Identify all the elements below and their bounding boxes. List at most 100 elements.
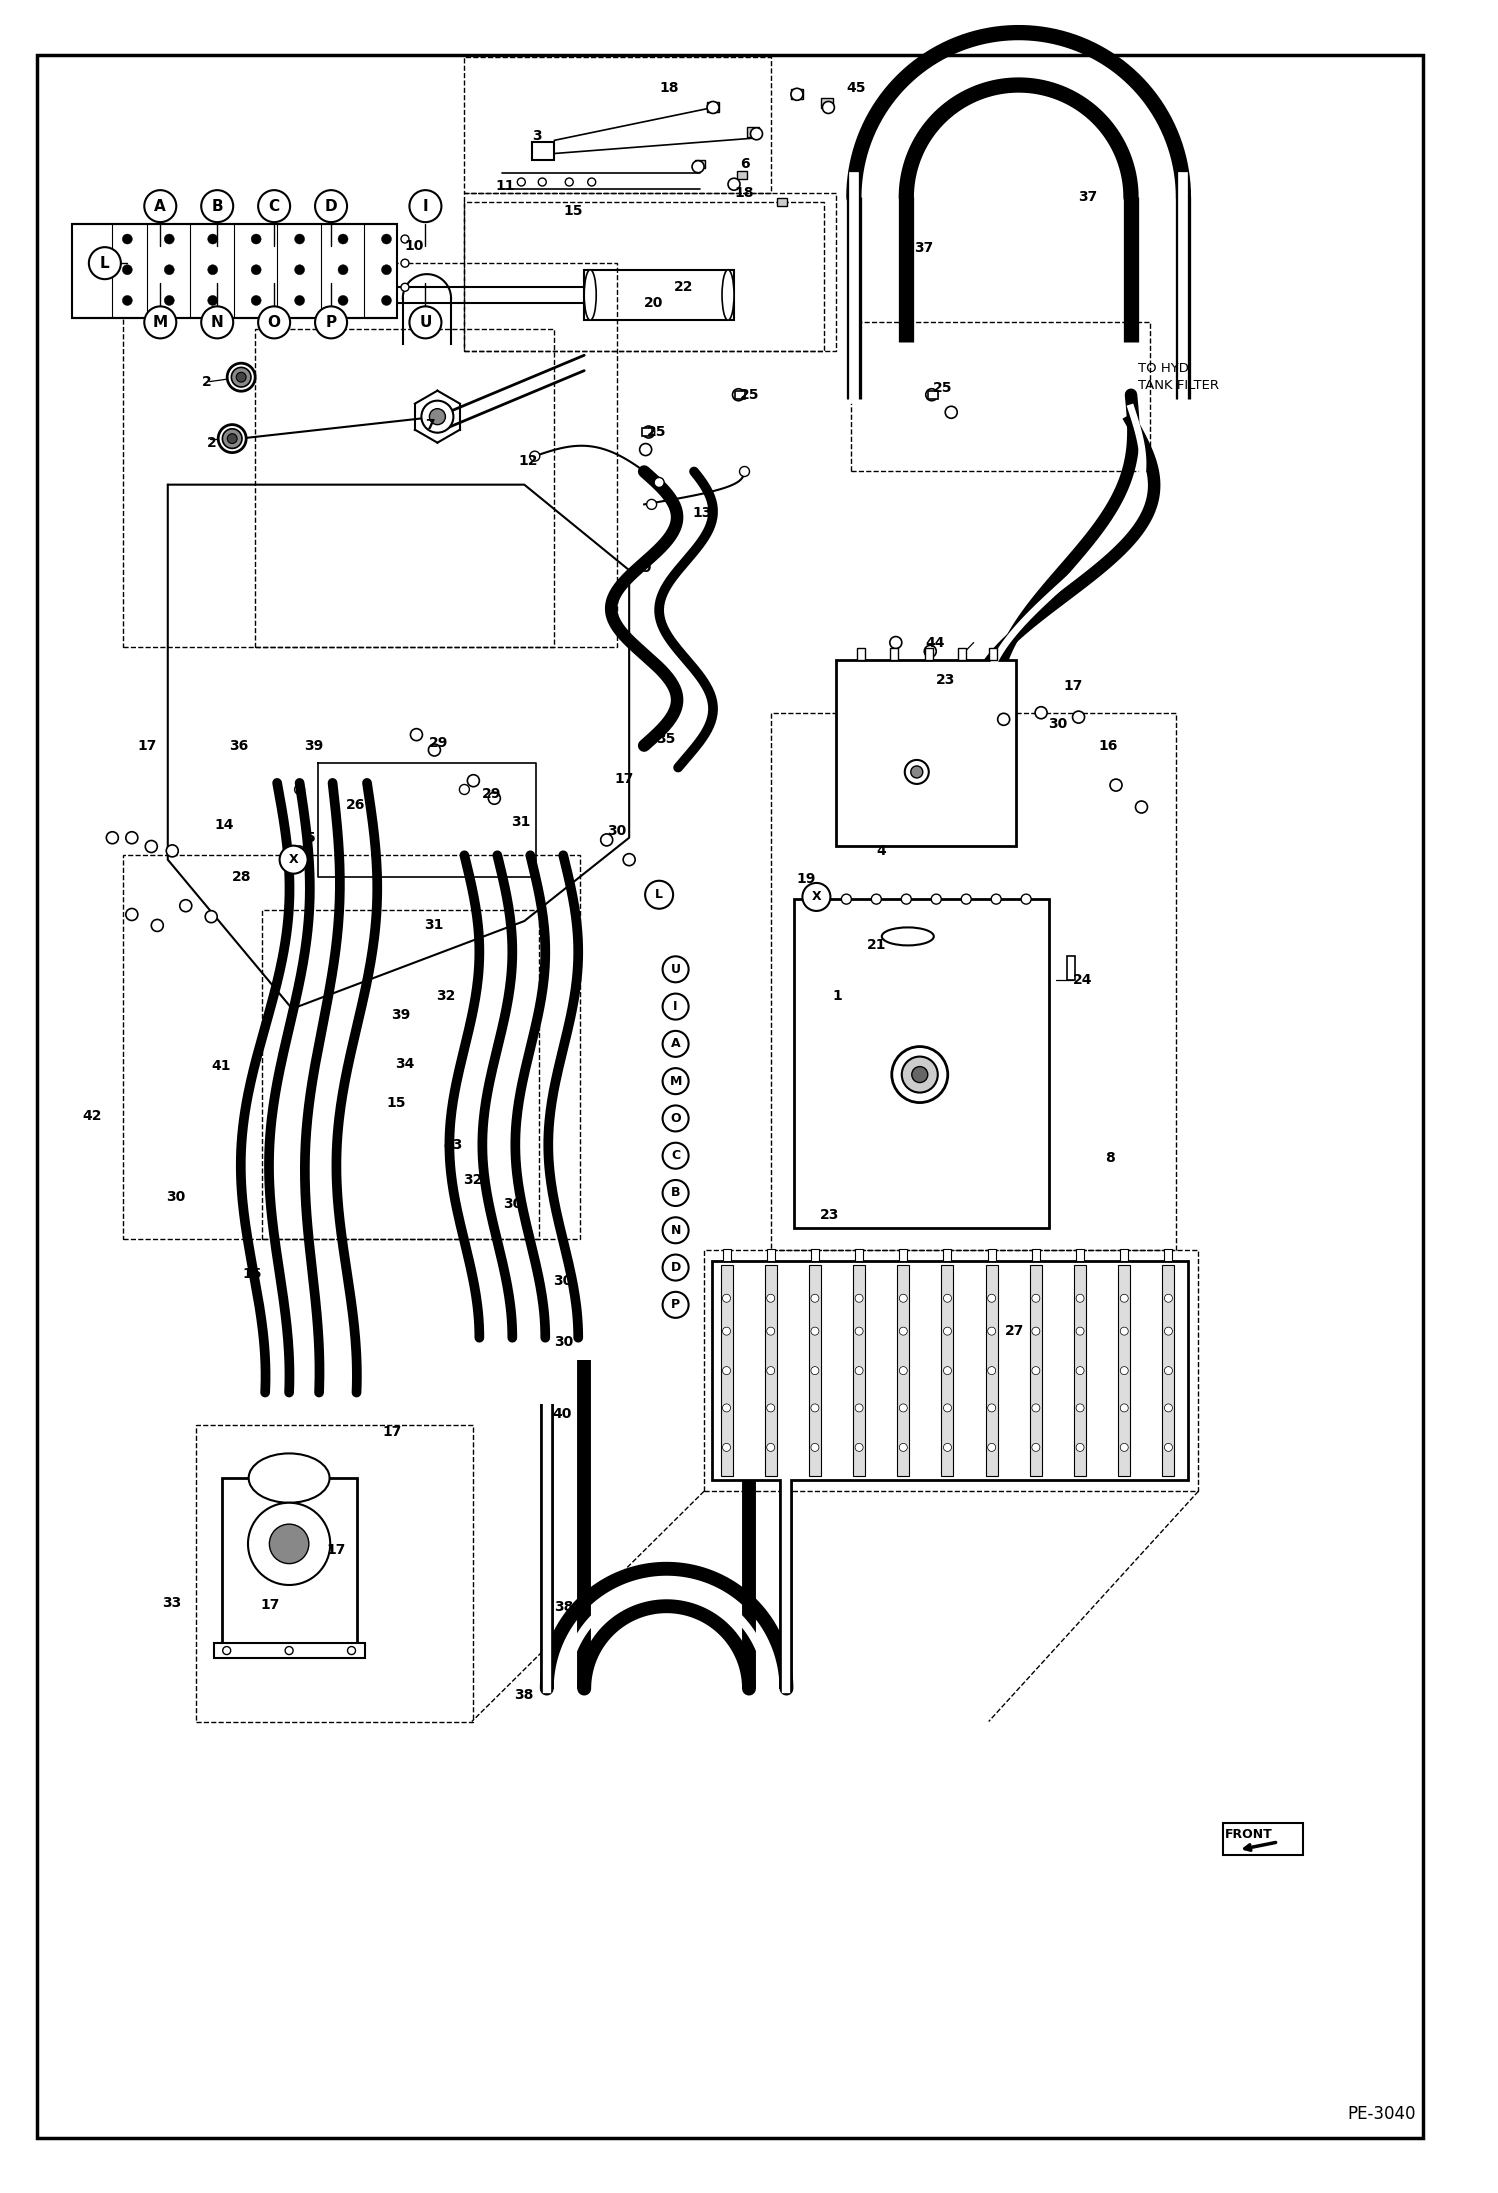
- Bar: [989, 649, 998, 660]
- Ellipse shape: [722, 270, 734, 320]
- Text: C: C: [268, 200, 280, 213]
- Bar: [1067, 956, 1074, 980]
- Bar: [986, 1265, 998, 1476]
- Text: 30: 30: [554, 1336, 574, 1349]
- Circle shape: [924, 645, 936, 658]
- Circle shape: [228, 434, 237, 443]
- Text: M: M: [153, 316, 168, 329]
- Text: N: N: [671, 1224, 680, 1237]
- Circle shape: [339, 235, 348, 243]
- Bar: [748, 127, 759, 136]
- Bar: [1118, 1265, 1131, 1476]
- Text: O: O: [268, 316, 280, 329]
- Text: M: M: [670, 1075, 682, 1088]
- Circle shape: [945, 406, 957, 419]
- Text: 16: 16: [1098, 739, 1118, 752]
- Circle shape: [180, 899, 192, 912]
- Bar: [1162, 1265, 1174, 1476]
- Text: 31: 31: [424, 919, 443, 932]
- Text: 30: 30: [607, 825, 626, 838]
- Circle shape: [662, 1254, 689, 1281]
- Text: P: P: [671, 1298, 680, 1311]
- Bar: [855, 1250, 863, 1261]
- Circle shape: [144, 307, 177, 338]
- Circle shape: [911, 765, 923, 779]
- Bar: [1164, 1250, 1173, 1261]
- Circle shape: [1035, 706, 1047, 719]
- Circle shape: [145, 840, 157, 853]
- Circle shape: [280, 846, 307, 873]
- Text: 10: 10: [404, 239, 424, 252]
- Text: 18: 18: [659, 81, 679, 94]
- Circle shape: [1032, 1366, 1040, 1375]
- Circle shape: [339, 296, 348, 305]
- Circle shape: [1164, 1404, 1173, 1412]
- Circle shape: [655, 478, 664, 487]
- Bar: [584, 270, 734, 320]
- Circle shape: [1164, 1443, 1173, 1452]
- Bar: [196, 1425, 473, 1722]
- Circle shape: [295, 235, 304, 243]
- Text: 30: 30: [166, 1191, 186, 1204]
- Text: 2: 2: [202, 375, 213, 388]
- Text: 35: 35: [656, 732, 676, 746]
- Bar: [721, 1265, 733, 1476]
- Circle shape: [1121, 1327, 1128, 1336]
- Circle shape: [1032, 1443, 1040, 1452]
- Circle shape: [401, 283, 409, 292]
- Circle shape: [899, 1294, 908, 1303]
- Circle shape: [987, 1404, 996, 1412]
- Ellipse shape: [584, 270, 596, 320]
- Circle shape: [126, 831, 138, 844]
- Text: 15: 15: [563, 204, 583, 217]
- Bar: [794, 899, 1049, 1228]
- Text: 13: 13: [692, 507, 712, 520]
- Ellipse shape: [882, 928, 933, 945]
- Text: A: A: [154, 200, 166, 213]
- Circle shape: [646, 882, 673, 908]
- Circle shape: [1164, 1327, 1173, 1336]
- Circle shape: [144, 191, 177, 221]
- Bar: [722, 1250, 731, 1261]
- Text: 30: 30: [503, 1197, 523, 1211]
- Text: 33: 33: [162, 1597, 181, 1610]
- Circle shape: [1121, 1443, 1128, 1452]
- Circle shape: [722, 1294, 731, 1303]
- Circle shape: [228, 364, 255, 390]
- Text: I: I: [422, 200, 428, 213]
- Text: 17: 17: [327, 1544, 346, 1557]
- Circle shape: [855, 1294, 863, 1303]
- Circle shape: [1076, 1443, 1085, 1452]
- Text: 45: 45: [846, 81, 866, 94]
- Circle shape: [812, 895, 821, 904]
- Circle shape: [1121, 1294, 1128, 1303]
- Circle shape: [428, 743, 440, 757]
- Text: 38: 38: [514, 1689, 533, 1702]
- Circle shape: [905, 761, 929, 783]
- Circle shape: [932, 895, 941, 904]
- Bar: [899, 1250, 908, 1261]
- Text: 29: 29: [428, 737, 448, 750]
- Bar: [464, 202, 824, 351]
- Circle shape: [728, 178, 740, 191]
- Circle shape: [382, 296, 391, 305]
- Bar: [712, 1261, 1188, 1480]
- Circle shape: [791, 88, 803, 101]
- Text: 25: 25: [933, 382, 953, 395]
- Bar: [1224, 1822, 1303, 1855]
- Bar: [222, 1478, 357, 1643]
- Text: 34: 34: [395, 1057, 415, 1070]
- Circle shape: [987, 1366, 996, 1375]
- Circle shape: [662, 1031, 689, 1057]
- Text: 39: 39: [391, 1009, 410, 1022]
- Bar: [1076, 1250, 1085, 1261]
- Circle shape: [208, 296, 217, 305]
- Circle shape: [707, 101, 719, 114]
- Circle shape: [231, 368, 252, 386]
- Circle shape: [891, 1046, 948, 1103]
- Text: 6: 6: [740, 158, 749, 171]
- Circle shape: [295, 265, 304, 274]
- Circle shape: [315, 307, 348, 338]
- Text: 31: 31: [511, 816, 530, 829]
- Circle shape: [944, 1366, 951, 1375]
